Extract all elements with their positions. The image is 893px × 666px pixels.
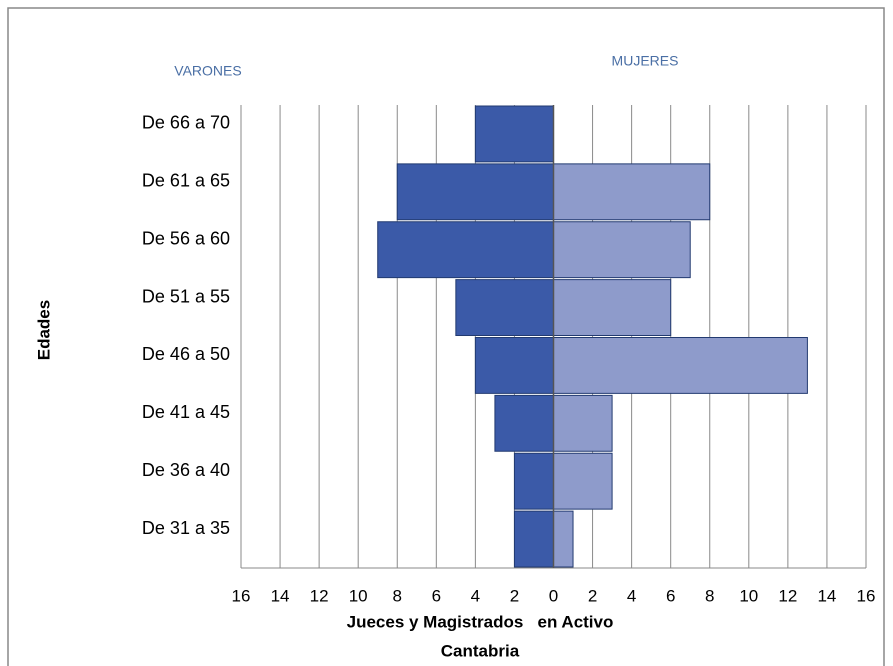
chart-title: Jueces y Magistrados en Activo	[347, 612, 614, 631]
bar	[553, 337, 808, 394]
x-tick-label: 10	[349, 586, 368, 605]
bar	[474, 337, 554, 394]
y-tick-label: De 36 a 40	[142, 460, 230, 480]
bar	[494, 394, 554, 452]
x-tick-label: 4	[471, 586, 480, 605]
y-tick-label: De 41 a 45	[142, 402, 230, 422]
bar	[377, 221, 554, 279]
bar	[553, 163, 711, 221]
x-tick-label: 8	[705, 586, 714, 605]
y-axis-label: Edades	[34, 300, 53, 360]
x-tick-label: 16	[232, 586, 251, 605]
x-tick-label: 6	[432, 586, 441, 605]
bar	[513, 452, 554, 510]
y-tick-label: De 46 a 50	[142, 344, 230, 364]
y-tick-label: De 66 a 70	[142, 113, 230, 133]
bar	[553, 279, 672, 336]
y-tick-label: De 56 a 60	[142, 228, 230, 248]
x-tick-label: 10	[739, 586, 758, 605]
bar	[553, 394, 613, 452]
y-tick-label: De 31 a 35	[142, 518, 230, 538]
x-tick-label: 2	[510, 586, 519, 605]
x-tick-label: 4	[627, 586, 636, 605]
x-tick-label: 14	[271, 586, 290, 605]
bar	[553, 221, 691, 279]
x-tick-label: 16	[857, 586, 876, 605]
series-label: MUJERES	[612, 53, 679, 69]
x-tick-label: 8	[393, 586, 402, 605]
bar	[474, 105, 554, 163]
x-tick-label: 2	[588, 586, 597, 605]
x-tick-label: 0	[549, 586, 558, 605]
y-tick-label: De 61 a 65	[142, 171, 230, 191]
series-label: VARONES	[174, 63, 241, 79]
bar	[513, 510, 554, 568]
x-tick-label: 12	[778, 586, 797, 605]
y-tick-label: De 51 a 55	[142, 286, 230, 306]
bar	[455, 279, 554, 336]
x-tick-label: 6	[666, 586, 675, 605]
bar	[396, 163, 554, 221]
bar	[553, 510, 574, 568]
x-tick-label: 14	[817, 586, 836, 605]
chart-subtitle: Cantabria	[441, 641, 520, 660]
bar	[553, 452, 613, 510]
x-tick-label: 12	[310, 586, 329, 605]
